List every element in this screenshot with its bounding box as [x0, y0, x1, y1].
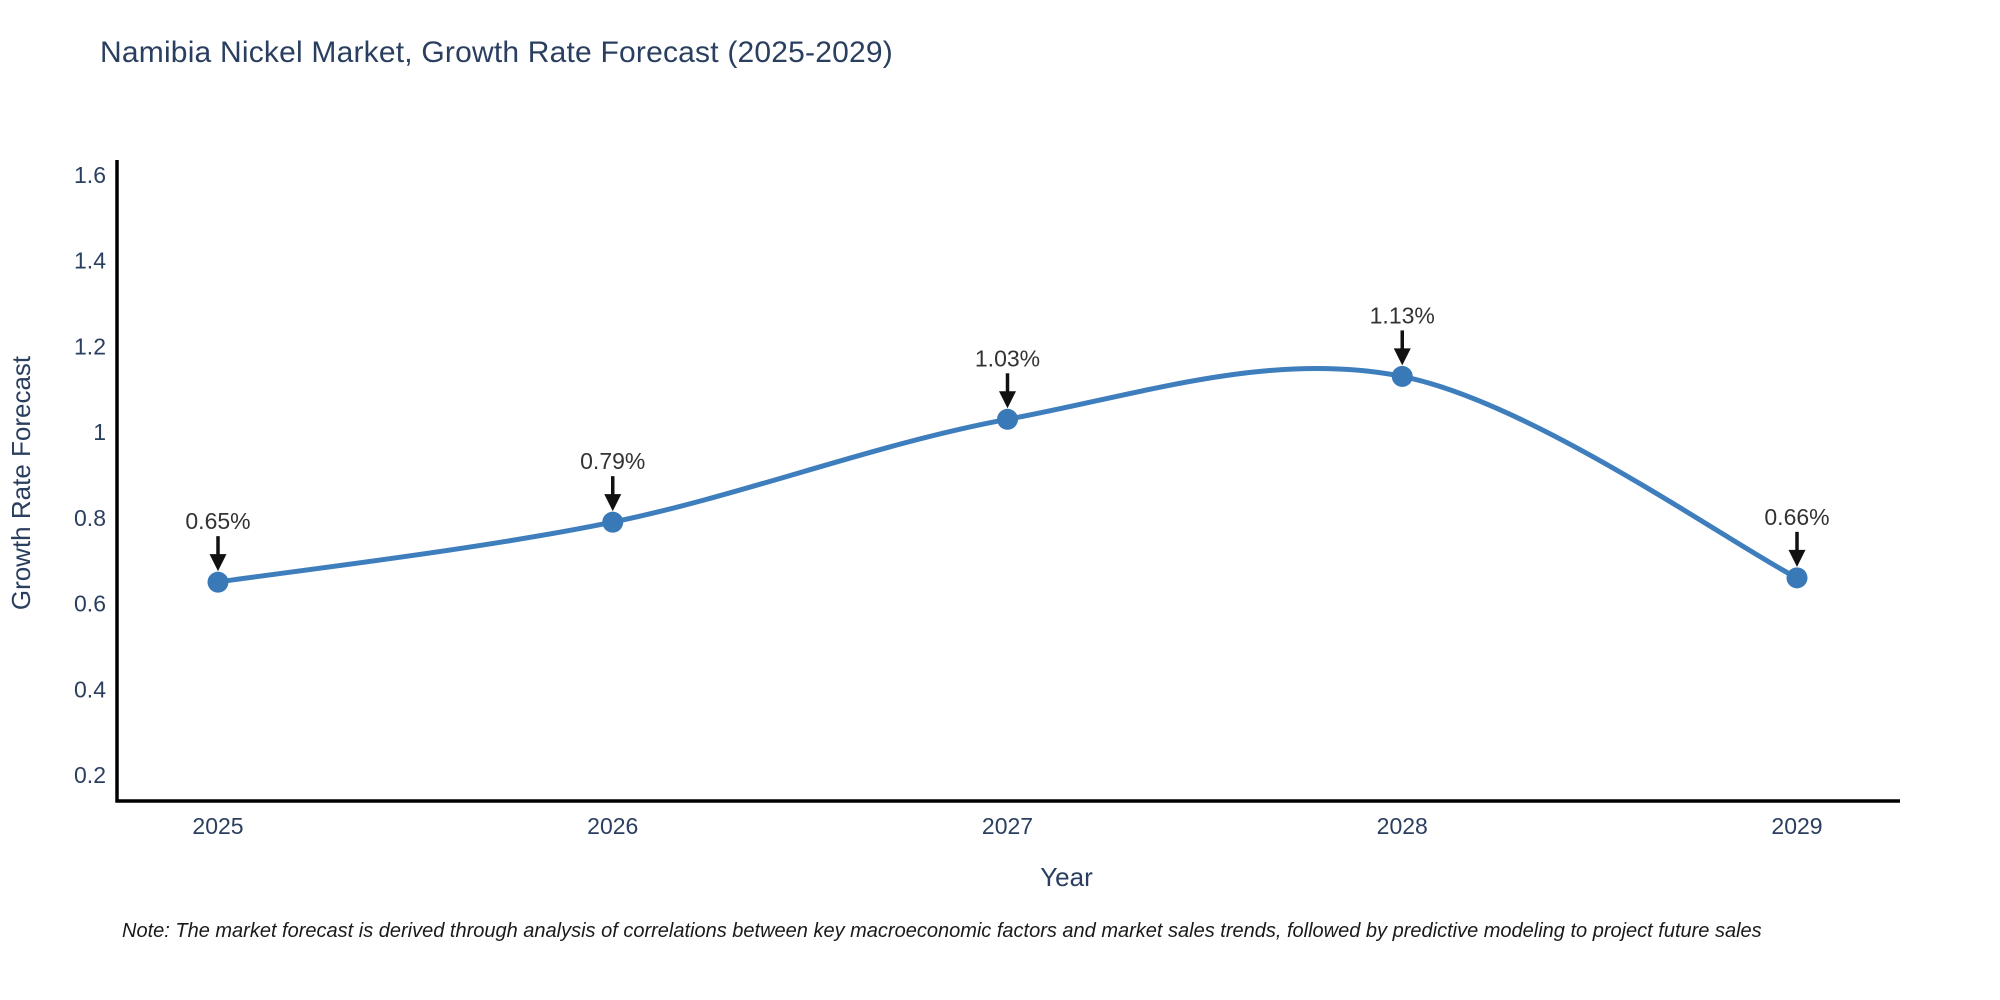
annotation-arrow-head [999, 391, 1016, 409]
data-point-marker [602, 511, 624, 533]
footnote-text: Note: The market forecast is derived thr… [122, 920, 1762, 942]
y-tick-label: 1.6 [74, 162, 106, 188]
annotation-arrow-head [1788, 549, 1806, 567]
y-tick-label: 0.6 [74, 591, 106, 617]
data-point-marker [997, 408, 1018, 430]
x-tick-label: 2026 [587, 813, 638, 839]
x-tick-label: 2028 [1377, 813, 1428, 839]
x-axis-title: Year [1040, 862, 1093, 892]
y-tick-label: 0.4 [74, 676, 106, 702]
chart-title: Namibia Nickel Market, Growth Rate Forec… [100, 36, 893, 69]
annotation-arrow-head [209, 554, 227, 572]
y-tick-label: 0.8 [74, 505, 106, 531]
annotation-label: 1.03% [975, 345, 1040, 371]
annotation-arrow-head [1393, 348, 1411, 366]
data-point-marker [1391, 365, 1413, 387]
annotation-label: 0.79% [580, 448, 645, 474]
x-tick-label: 2025 [192, 813, 243, 839]
y-axis-title: Growth Rate Forecast [6, 355, 36, 610]
annotation-label: 1.13% [1370, 302, 1435, 328]
data-point-marker [1786, 567, 1808, 589]
annotation-label: 0.66% [1764, 504, 1829, 530]
axis-lines [115, 160, 1900, 803]
data-point-marker [207, 571, 229, 593]
y-tick-label: 1 [93, 419, 106, 445]
x-tick-label: 2027 [982, 813, 1033, 839]
y-tick-label: 1.2 [74, 333, 106, 359]
annotation-label: 0.65% [185, 508, 250, 534]
x-tick-label: 2029 [1771, 813, 1822, 839]
y-tick-label: 0.2 [74, 762, 106, 788]
annotation-arrow-head [604, 494, 622, 512]
y-tick-label: 1.4 [74, 248, 106, 274]
